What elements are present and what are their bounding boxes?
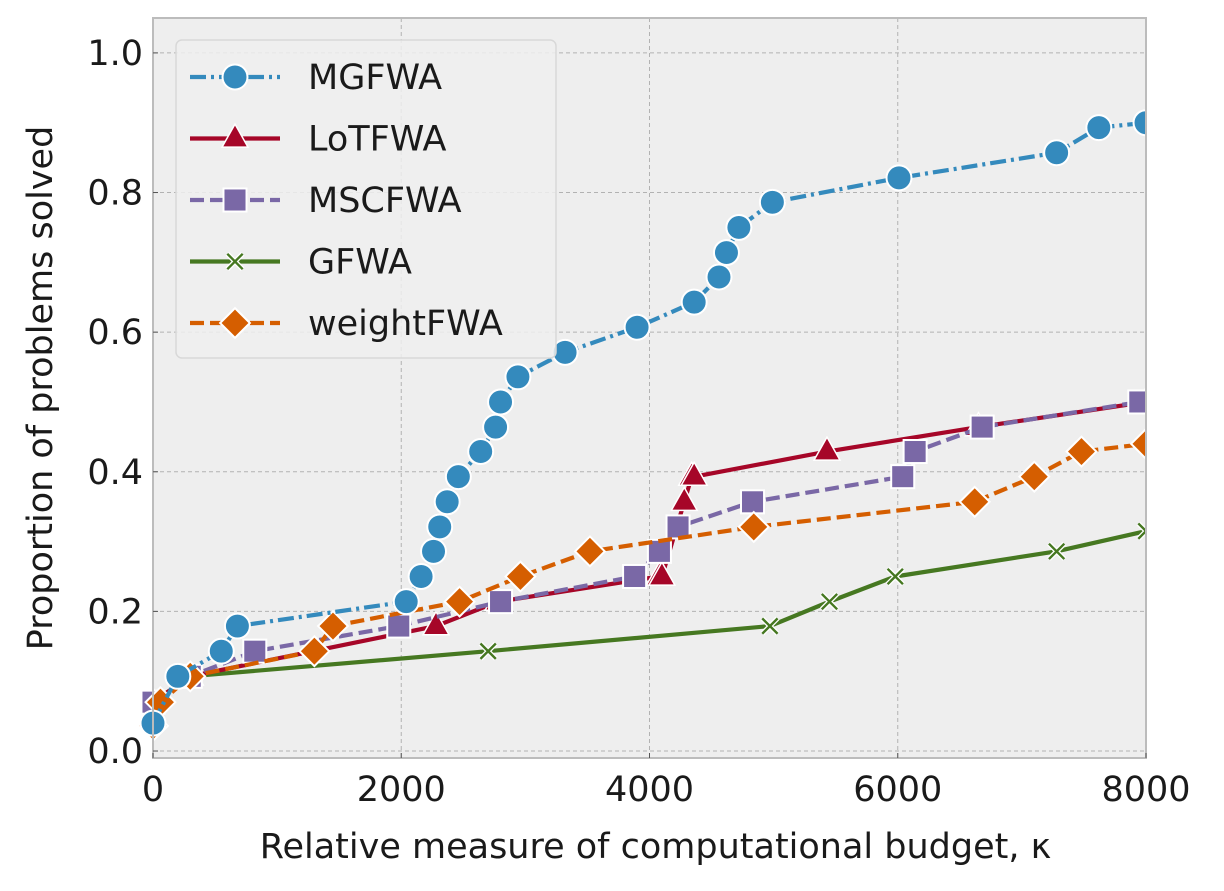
data-point-weightFWA bbox=[1129, 427, 1146, 461]
data-point-weightFWA bbox=[504, 560, 537, 593]
data-point-MSCFWA bbox=[969, 414, 995, 440]
data-point-MGFWA bbox=[444, 463, 472, 491]
data-point-weightFWA bbox=[1017, 460, 1051, 493]
data-point-MGFWA bbox=[712, 239, 740, 267]
data-point-MSCFWA bbox=[740, 489, 766, 515]
data-point-MGFWA bbox=[758, 188, 786, 216]
x-tick-label: 6000 bbox=[853, 770, 942, 810]
data-point-MGFWA bbox=[705, 263, 733, 291]
data-point-MGFWA bbox=[487, 388, 515, 416]
y-tick-label: 0.2 bbox=[87, 592, 143, 632]
x-tick-label: 0 bbox=[142, 770, 164, 810]
legend-label: weightFWA bbox=[308, 304, 503, 344]
data-point-MSCFWA bbox=[902, 439, 928, 465]
legend-marker bbox=[222, 187, 248, 213]
data-point-MGFWA bbox=[392, 588, 420, 616]
data-point-MGFWA bbox=[1132, 109, 1146, 137]
legend-marker bbox=[220, 122, 250, 148]
data-point-MGFWA bbox=[407, 563, 435, 590]
y-tick-label: 1.0 bbox=[87, 34, 143, 74]
y-tick-label: 0.4 bbox=[87, 453, 143, 493]
series-MGFWA bbox=[139, 109, 1146, 737]
data-point-MGFWA bbox=[426, 513, 454, 541]
data-point-MGFWA bbox=[725, 213, 753, 241]
legend-entry-GFWA: GFWA bbox=[190, 243, 412, 283]
series-layer bbox=[139, 109, 1146, 743]
x-tick-label: 8000 bbox=[1101, 770, 1190, 810]
data-point-MGFWA bbox=[680, 288, 708, 316]
y-tick-label: 0.6 bbox=[87, 313, 143, 353]
x-axis-label: Relative measure of computational budget… bbox=[260, 827, 1052, 867]
data-point-weightFWA bbox=[316, 609, 350, 643]
data-point-weightFWA bbox=[443, 585, 476, 618]
legend-marker bbox=[218, 306, 252, 340]
legend-box bbox=[175, 39, 557, 359]
data-point-MGFWA bbox=[164, 662, 192, 690]
data-point-weightFWA bbox=[573, 535, 607, 568]
x-tick-label: 2000 bbox=[357, 770, 446, 810]
x-tick-label: 4000 bbox=[605, 770, 694, 810]
data-point-weightFWA bbox=[298, 634, 331, 668]
legend-entry-MSCFWA: MSCFWA bbox=[190, 181, 462, 221]
legend: MGFWA LoTFWA MSCFWA GFWA weightFWA bbox=[175, 39, 557, 359]
data-point-MSCFWA bbox=[386, 613, 412, 639]
data-point-MGFWA bbox=[1085, 114, 1113, 142]
data-point-LoTFWA bbox=[812, 435, 842, 461]
data-point-LoTFWA bbox=[670, 485, 699, 512]
data-point-GFWA bbox=[760, 616, 780, 636]
y-axis-label: Proportion of problems solved bbox=[21, 126, 61, 651]
data-point-MGFWA bbox=[433, 488, 461, 516]
data-point-MGFWA bbox=[420, 537, 448, 565]
data-point-GFWA bbox=[820, 592, 839, 612]
legend-label: MSCFWA bbox=[308, 181, 462, 221]
data-point-MGFWA bbox=[1043, 139, 1071, 167]
data-point-MSCFWA bbox=[1127, 389, 1146, 415]
data-point-weightFWA bbox=[737, 510, 771, 544]
data-point-weightFWA bbox=[958, 485, 992, 519]
legend-label: MGFWA bbox=[308, 58, 442, 98]
legend-marker bbox=[221, 63, 249, 91]
data-point-GFWA bbox=[885, 567, 905, 586]
data-point-MSCFWA bbox=[890, 464, 916, 490]
data-point-MGFWA bbox=[467, 438, 495, 466]
data-point-MGFWA bbox=[207, 637, 235, 665]
data-point-MGFWA bbox=[623, 313, 651, 341]
data-point-MSCFWA bbox=[622, 563, 648, 590]
data-point-GFWA bbox=[478, 641, 498, 661]
data-point-LoTFWA bbox=[679, 460, 709, 487]
data-point-MGFWA bbox=[885, 164, 913, 192]
data-point-MSCFWA bbox=[242, 638, 268, 664]
data-point-MGFWA bbox=[223, 612, 251, 640]
legend-label: LoTFWA bbox=[308, 120, 447, 160]
data-point-LoTFWA bbox=[421, 610, 451, 636]
data-point-MGFWA bbox=[482, 413, 510, 441]
data-point-weightFWA bbox=[1065, 435, 1098, 468]
legend-entry-MGFWA: MGFWA bbox=[190, 58, 442, 98]
data-point-MSCFWA bbox=[488, 589, 514, 615]
data-point-GFWA bbox=[1047, 541, 1067, 561]
series-line-GFWA bbox=[151, 529, 1146, 704]
y-tick-label: 0.0 bbox=[87, 732, 143, 772]
legend-entry-weightFWA: weightFWA bbox=[190, 304, 503, 344]
legend-entry-LoTFWA: LoTFWA bbox=[190, 120, 447, 160]
legend-label: GFWA bbox=[308, 243, 412, 283]
axes: 0 2000 4000 6000 8000 0.0 0.2 0.4 0.6 0.8 1.0 bbox=[87, 17, 1191, 810]
y-tick-label: 0.8 bbox=[87, 174, 143, 214]
data-point-GFWA bbox=[1136, 521, 1146, 541]
data-point-MGFWA bbox=[504, 363, 532, 391]
data-point-MSCFWA bbox=[665, 514, 691, 540]
legend-marker bbox=[225, 252, 245, 271]
data-point-LoTFWA bbox=[647, 560, 677, 586]
